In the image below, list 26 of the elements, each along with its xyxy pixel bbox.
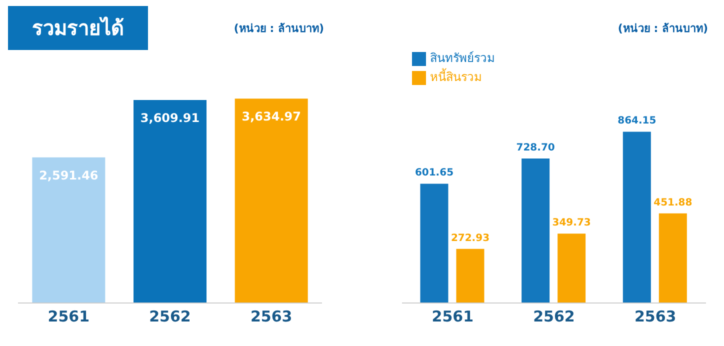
data-label: 864.15 xyxy=(618,116,656,127)
legend-label: สินทรัพย์รวม xyxy=(430,51,495,65)
text: (หน่วย : ล้านบาท) xyxy=(234,22,324,35)
legend-label: หนี้สินรวม xyxy=(430,70,482,84)
x-tick-label: 2563 xyxy=(250,308,292,326)
bar xyxy=(456,248,484,303)
data-label: 728.70 xyxy=(516,142,555,154)
text: (หน่วย : ล้านบาท) xyxy=(618,22,708,35)
x-tick-label: 2561 xyxy=(48,308,90,326)
x-tick-label: 2563 xyxy=(634,308,676,326)
bar xyxy=(420,184,448,303)
bar xyxy=(522,158,550,303)
data-label: 3,609.91 xyxy=(140,111,200,126)
bar xyxy=(558,234,586,303)
data-label: 2,591.46 xyxy=(39,168,98,182)
x-tick-label: 2561 xyxy=(432,308,474,326)
bar xyxy=(658,213,687,303)
x-tick-label: 2562 xyxy=(533,308,575,326)
data-label: 451.88 xyxy=(654,197,692,208)
chart-title: รวมรายได้ xyxy=(8,6,148,50)
data-label: 601.65 xyxy=(414,168,454,179)
bar xyxy=(622,132,651,303)
data-label: 349.73 xyxy=(552,218,591,229)
x-tick-label: 2562 xyxy=(149,308,191,326)
data-label: 3,634.97 xyxy=(242,110,301,124)
data-label: 272.93 xyxy=(450,232,490,244)
